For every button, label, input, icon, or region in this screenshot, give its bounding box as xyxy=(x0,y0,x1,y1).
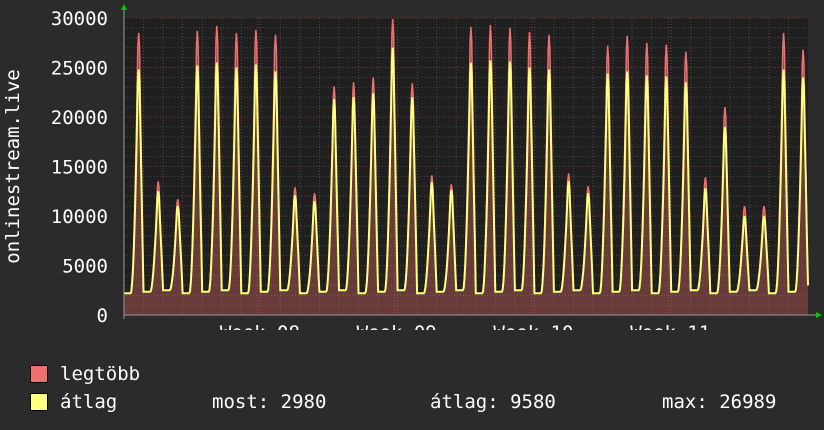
series-atlag-line xyxy=(124,47,809,295)
x-tick-label: Week 08 xyxy=(220,322,300,330)
legend-label-max: legtöbb xyxy=(60,363,141,385)
x-axis-arrow xyxy=(816,312,822,318)
y-tick-label: 30000 xyxy=(51,8,108,30)
stat-average: átlag: 9580 xyxy=(430,391,556,413)
legend-swatch-avg xyxy=(30,393,48,411)
legend-item-avg: átlag xyxy=(30,391,117,413)
y-axis-title: onlinestream.live xyxy=(2,69,24,263)
chart-svg: 0 5000 10000 15000 20000 25000 30000 Week 08 Wee… xyxy=(2,4,822,344)
legend-swatch-max xyxy=(30,365,48,383)
x-tick-label: Week 11 xyxy=(630,322,710,330)
y-tick-label: 5000 xyxy=(62,256,108,278)
stat-current: most: 2980 xyxy=(212,391,327,413)
y-tick-label: 20000 xyxy=(51,107,108,129)
x-tick-label: Week 09 xyxy=(357,322,437,330)
y-tick-label: 15000 xyxy=(51,157,108,179)
legend-item-max: legtöbb xyxy=(30,363,140,385)
legend-label-avg: átlag xyxy=(60,391,118,413)
y-tick-label: 10000 xyxy=(51,206,108,228)
x-tick-label: Week 10 xyxy=(493,322,573,330)
y-tick-label: 25000 xyxy=(51,58,108,80)
y-tick-label: 0 xyxy=(97,305,108,327)
series-legtobb-area xyxy=(124,19,808,315)
stat-maximum: max: 26989 xyxy=(662,391,777,413)
y-axis-arrow xyxy=(121,4,127,10)
